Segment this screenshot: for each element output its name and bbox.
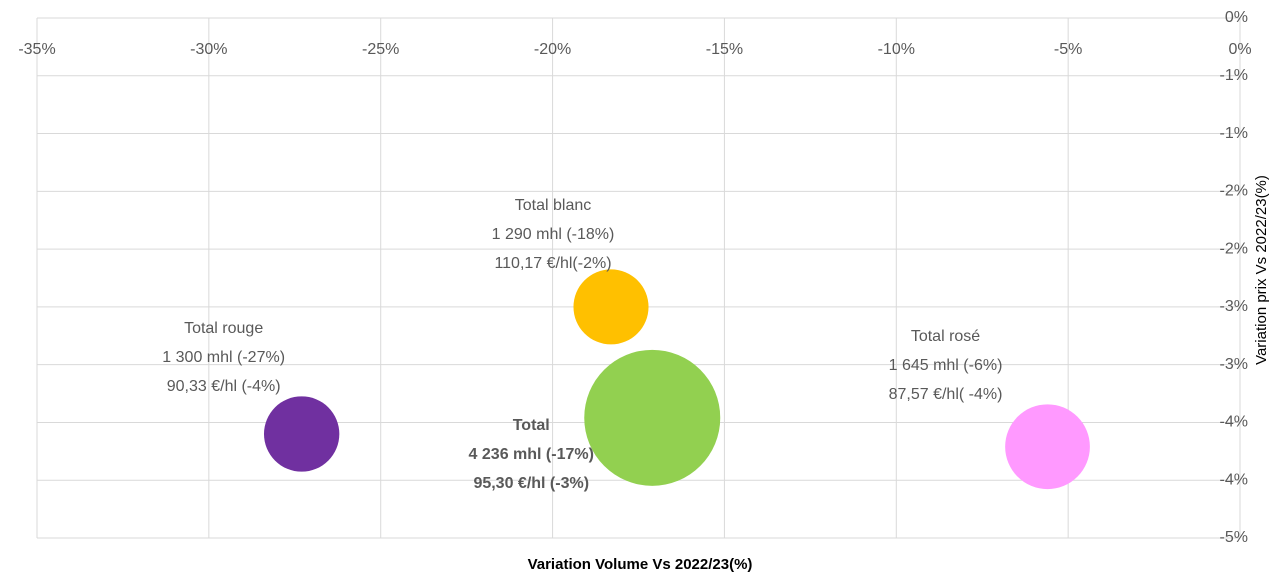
x-tick-label: -35%	[18, 41, 55, 58]
bubble	[584, 349, 721, 486]
bubble	[263, 396, 340, 472]
data-label: 110,17 €/hl(-2%)	[494, 255, 611, 272]
x-tick-label: -15%	[706, 41, 743, 58]
y-axis-title: Variation prix Vs 2022/23(%)	[1253, 175, 1270, 365]
bubble	[1005, 404, 1090, 490]
data-label: 87,57 €/hl( -4%)	[889, 386, 1003, 403]
data-label: 4 236 mhl (-17%)	[469, 446, 594, 463]
x-tick-label: -25%	[362, 41, 399, 58]
y-tick-label: -5%	[1220, 529, 1248, 546]
data-label: 90,33 €/hl (-4%)	[167, 378, 281, 395]
y-tick-label: -2%	[1220, 240, 1248, 257]
y-tick-label: -2%	[1220, 183, 1248, 200]
x-tick-label: 0%	[1228, 41, 1251, 58]
y-tick-label: -3%	[1220, 356, 1248, 373]
x-tick-label: -10%	[878, 41, 915, 58]
y-tick-label: 0%	[1225, 9, 1248, 26]
y-tick-label: -1%	[1220, 125, 1248, 142]
x-tick-label: -5%	[1054, 41, 1082, 58]
y-tick-label: -1%	[1220, 67, 1248, 84]
x-tick-label: -20%	[534, 41, 571, 58]
data-label: Total	[513, 417, 550, 434]
x-axis-title: Variation Volume Vs 2022/23(%)	[528, 556, 753, 573]
y-tick-label: -4%	[1220, 471, 1248, 488]
data-label: Total blanc	[515, 197, 592, 214]
y-tick-label: -3%	[1220, 298, 1248, 315]
data-label: Total rosé	[911, 328, 980, 345]
data-label: 95,30 €/hl (-3%)	[473, 475, 589, 492]
y-tick-label: -4%	[1220, 414, 1248, 431]
data-label: Total rouge	[184, 320, 263, 337]
data-label: 1 645 mhl (-6%)	[889, 357, 1003, 374]
data-label: 1 290 mhl (-18%)	[492, 226, 615, 243]
x-tick-label: -30%	[190, 41, 227, 58]
bubble	[573, 269, 649, 345]
data-label: 1 300 mhl (-27%)	[162, 349, 285, 366]
